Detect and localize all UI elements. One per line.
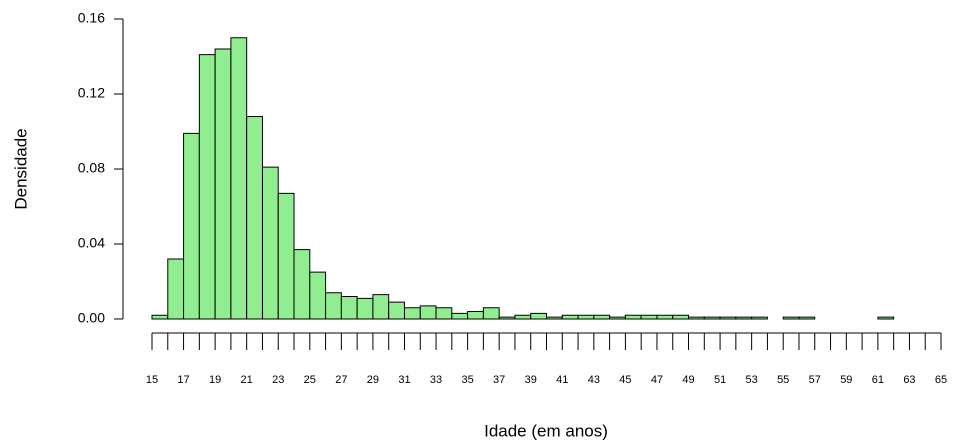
bar [451, 312, 469, 320]
x-tick-label: 39 [525, 374, 537, 386]
x-tick-label: 65 [935, 374, 947, 386]
x-tick-label: 43 [588, 374, 600, 386]
bar [403, 307, 421, 320]
x-tick-label: 19 [209, 374, 221, 386]
bar [703, 316, 721, 320]
bar [309, 271, 327, 320]
x-tick-label: 47 [651, 374, 663, 386]
x-tick-label: 49 [682, 374, 694, 386]
x-tick-label: 53 [746, 374, 758, 386]
y-tick-label: 0.16 [78, 10, 105, 26]
x-tick-label: 33 [430, 374, 442, 386]
bar [356, 297, 374, 320]
bar [498, 316, 516, 320]
x-tick-label: 37 [493, 374, 505, 386]
bar [293, 249, 311, 320]
y-tick-label: 0.00 [78, 310, 105, 326]
bar [167, 258, 185, 320]
bar [261, 166, 279, 320]
bar [198, 54, 216, 320]
bar [609, 316, 626, 320]
bar [467, 311, 484, 320]
x-tick-label: 25 [304, 374, 316, 386]
y-tick-label: 0.04 [78, 235, 105, 251]
bar [561, 314, 579, 320]
x-tick-label: 17 [177, 374, 189, 386]
bar [246, 116, 263, 320]
bar [624, 314, 642, 320]
bar [325, 292, 342, 320]
x-tick-label: 55 [777, 374, 789, 386]
x-tick-label: 15 [146, 374, 158, 386]
x-tick-label: 57 [809, 374, 821, 386]
bar [277, 192, 295, 320]
x-tick-label: 61 [872, 374, 884, 386]
x-axis-label: Idade (em anos) [484, 421, 608, 440]
bar [482, 307, 500, 320]
bar [751, 316, 768, 320]
bar [593, 314, 611, 320]
x-tick-label: 31 [398, 374, 410, 386]
bar [672, 314, 690, 320]
bar [546, 316, 563, 320]
y-axis-label: Densidade [11, 128, 30, 209]
x-tick-label: 51 [714, 374, 726, 386]
bar [640, 314, 658, 320]
bar [151, 314, 169, 320]
bar [530, 312, 547, 320]
bar [719, 316, 737, 320]
bar [735, 316, 753, 320]
x-tick-label: 41 [556, 374, 568, 386]
bar [688, 316, 705, 320]
bar [656, 314, 674, 320]
bar [514, 314, 532, 320]
bar [435, 307, 453, 320]
bar [214, 48, 232, 320]
bar [372, 294, 390, 320]
bar [798, 316, 816, 320]
x-tick-label: 23 [272, 374, 284, 386]
y-tick-label: 0.08 [78, 160, 105, 176]
bar [782, 316, 800, 320]
bar [577, 314, 595, 320]
bar [388, 301, 405, 320]
bar [419, 305, 437, 320]
x-tick-label: 35 [461, 374, 473, 386]
x-tick-label: 63 [903, 374, 915, 386]
x-tick-label: 21 [241, 374, 253, 386]
x-tick-label: 27 [335, 374, 347, 386]
bar [877, 316, 895, 320]
x-tick-label: 29 [367, 374, 379, 386]
bar [340, 296, 358, 320]
bar [230, 37, 248, 320]
x-tick-label: 59 [840, 374, 852, 386]
y-tick-label: 0.12 [78, 85, 105, 101]
bar [183, 132, 200, 320]
x-tick-label: 45 [619, 374, 631, 386]
